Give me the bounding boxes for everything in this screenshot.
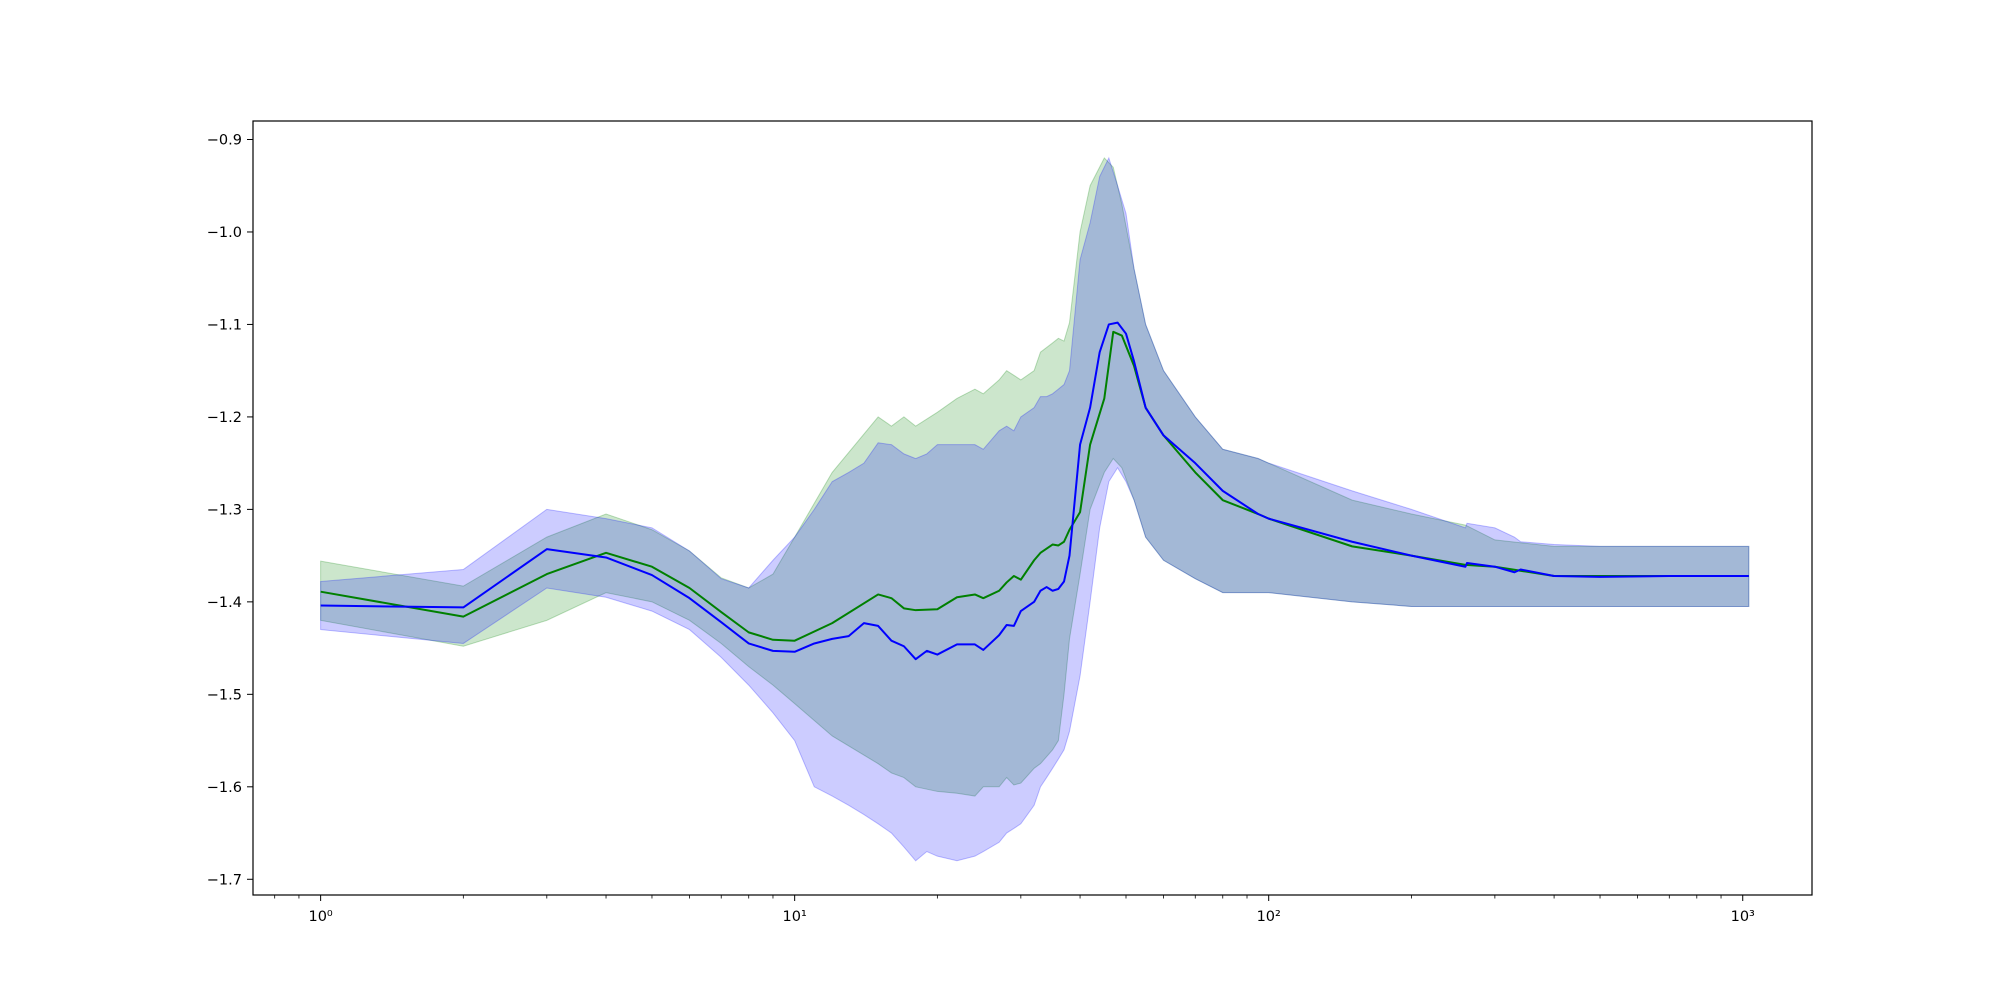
x-tick-label: 10¹ bbox=[783, 909, 807, 925]
y-tick-label: −1.6 bbox=[207, 780, 242, 796]
band-series-2 bbox=[320, 156, 1750, 862]
y-tick-label: −1.1 bbox=[207, 317, 242, 333]
y-tick-label: −1.7 bbox=[207, 872, 242, 888]
plot-area-frame bbox=[252, 120, 1813, 896]
x-tick-label: 10² bbox=[1257, 909, 1281, 925]
y-tick-label: −1.0 bbox=[207, 225, 242, 241]
y-tick-label: −1.3 bbox=[207, 502, 242, 518]
confidence-bands bbox=[320, 156, 1750, 862]
line-series-1 bbox=[320, 330, 1749, 642]
series-lines bbox=[320, 321, 1749, 661]
y-tick-label: −1.2 bbox=[207, 410, 242, 426]
x-tick-label: 10⁰ bbox=[308, 909, 332, 925]
y-tick-label: −0.9 bbox=[207, 132, 242, 148]
axes: −0.9 −1.0 −1.1 −1.2 −1.3 −1.4 −1.5 −1.6 −1.7 10⁰ 1… bbox=[207, 132, 1755, 925]
band-series-1 bbox=[320, 157, 1750, 797]
y-tick-label: −1.5 bbox=[207, 687, 242, 703]
y-tick-label: −1.4 bbox=[207, 595, 242, 611]
x-tick-label: 10³ bbox=[1731, 909, 1755, 925]
line-series-2 bbox=[320, 321, 1749, 661]
